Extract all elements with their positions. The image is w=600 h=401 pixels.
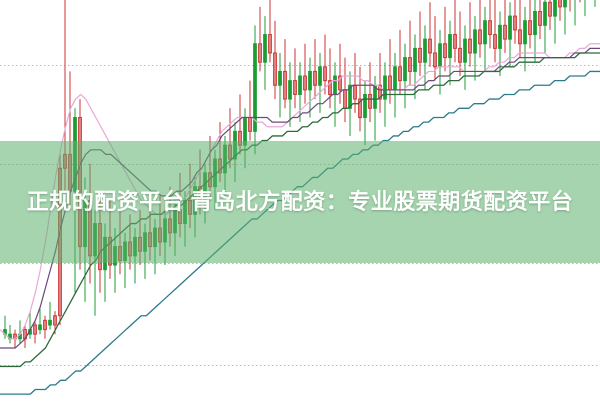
candle <box>273 20 277 100</box>
candle <box>498 11 502 77</box>
candle <box>138 209 142 266</box>
candle <box>418 11 422 77</box>
candle <box>423 25 427 90</box>
candle <box>538 0 542 40</box>
candle <box>108 200 112 279</box>
candle <box>594 0 596 7</box>
candle <box>403 43 407 109</box>
candle <box>173 200 177 256</box>
candle <box>218 122 222 183</box>
candle <box>98 191 102 293</box>
candle <box>563 0 567 35</box>
candle <box>528 0 532 49</box>
candle <box>233 122 237 183</box>
candle <box>569 0 571 12</box>
candle <box>584 0 586 17</box>
candle <box>348 71 352 136</box>
candle <box>363 80 367 146</box>
candle <box>458 11 462 77</box>
candle <box>368 62 372 123</box>
candle <box>248 80 252 141</box>
candle <box>293 48 297 109</box>
candle <box>453 0 457 63</box>
candle <box>123 232 127 289</box>
candle <box>183 191 187 247</box>
candle <box>513 0 517 44</box>
candle <box>78 99 82 270</box>
candle <box>543 0 547 53</box>
candle <box>493 0 497 63</box>
candle <box>263 16 267 90</box>
candle <box>118 209 122 275</box>
candle <box>579 0 581 3</box>
candle <box>328 48 332 109</box>
candle <box>308 57 312 118</box>
candle <box>463 25 467 90</box>
candle <box>483 6 487 72</box>
ma-line <box>0 43 600 340</box>
candle <box>198 149 202 215</box>
candle <box>83 177 87 302</box>
candle <box>313 39 317 100</box>
candle <box>238 94 242 155</box>
candle <box>523 6 527 72</box>
candle <box>143 223 147 279</box>
candle <box>288 62 292 127</box>
candle <box>63 0 67 192</box>
candle <box>518 0 522 58</box>
candle <box>128 214 132 270</box>
candle <box>43 315 47 339</box>
candle <box>503 0 507 53</box>
candle <box>163 209 167 266</box>
candle <box>298 62 302 123</box>
candle <box>38 306 42 335</box>
candle <box>533 0 537 63</box>
candle <box>428 2 432 67</box>
candle <box>478 0 482 58</box>
candle <box>548 0 552 30</box>
candle <box>443 6 447 72</box>
candle <box>558 0 562 21</box>
candle <box>398 29 402 95</box>
candle <box>408 20 412 86</box>
candle <box>488 0 492 49</box>
candle <box>33 320 37 344</box>
candle <box>153 218 157 275</box>
candle <box>133 228 137 284</box>
candle <box>8 324 12 344</box>
candle <box>73 108 77 293</box>
candle <box>203 163 207 224</box>
candle <box>393 52 397 118</box>
candle <box>193 177 197 238</box>
candle <box>508 2 512 67</box>
candle <box>103 223 107 302</box>
candle <box>278 52 282 118</box>
candle <box>158 195 162 256</box>
candle <box>378 52 382 113</box>
candle <box>323 34 327 95</box>
candle <box>208 135 212 201</box>
candle <box>338 43 342 104</box>
candle <box>253 25 257 155</box>
candle <box>553 0 557 44</box>
chart-candles <box>3 0 596 349</box>
candle <box>48 301 52 330</box>
candle <box>213 149 217 210</box>
candle <box>58 154 62 325</box>
candle <box>473 16 477 81</box>
candle <box>258 6 262 72</box>
candle <box>303 43 307 104</box>
candle <box>574 0 576 26</box>
candle <box>268 0 272 63</box>
candle <box>318 52 322 113</box>
candle <box>468 2 472 67</box>
candle <box>283 39 287 109</box>
